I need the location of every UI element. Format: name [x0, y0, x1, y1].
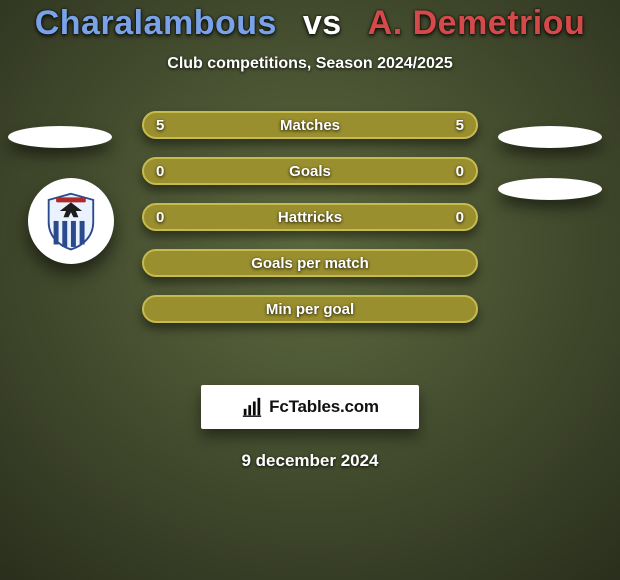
bar-chart-icon	[241, 396, 263, 418]
date-label: 9 december 2024	[0, 451, 620, 471]
stat-label: Goals per match	[251, 255, 369, 272]
stat-rows: Matches 5 5 Goals 0 0 Hattricks 0 0 Goals per mat…	[142, 111, 478, 341]
stat-value-right: 0	[456, 209, 464, 226]
right-oval-top	[498, 126, 602, 148]
stat-value-left: 5	[156, 117, 164, 134]
stat-row: Matches 5 5	[142, 111, 478, 139]
stat-row: Goals 0 0	[142, 157, 478, 185]
stat-label: Goals	[289, 163, 331, 180]
stat-value-right: 0	[456, 163, 464, 180]
club-crest-icon	[40, 190, 102, 252]
stat-value-left: 0	[156, 209, 164, 226]
player2-name: A. Demetriou	[368, 4, 586, 42]
stat-row: Goals per match	[142, 249, 478, 277]
branding-box: FcTables.com	[201, 385, 419, 429]
comparison-stage: Matches 5 5 Goals 0 0 Hattricks 0 0 Goals per mat…	[0, 111, 620, 371]
stat-value-left: 0	[156, 163, 164, 180]
stat-row: Min per goal	[142, 295, 478, 323]
stat-label: Matches	[280, 117, 340, 134]
club-crest-badge	[28, 178, 114, 264]
left-oval-top	[8, 126, 112, 148]
stat-label: Min per goal	[266, 301, 354, 318]
vs-label: vs	[303, 4, 342, 42]
subtitle: Club competitions, Season 2024/2025	[0, 55, 620, 73]
right-oval-bottom	[498, 178, 602, 200]
player1-name: Charalambous	[35, 4, 277, 42]
stat-value-right: 5	[456, 117, 464, 134]
stat-row: Hattricks 0 0	[142, 203, 478, 231]
stat-label: Hattricks	[278, 209, 342, 226]
page-title: Charalambous vs A. Demetriou	[0, 4, 620, 43]
branding-text: FcTables.com	[269, 397, 379, 417]
